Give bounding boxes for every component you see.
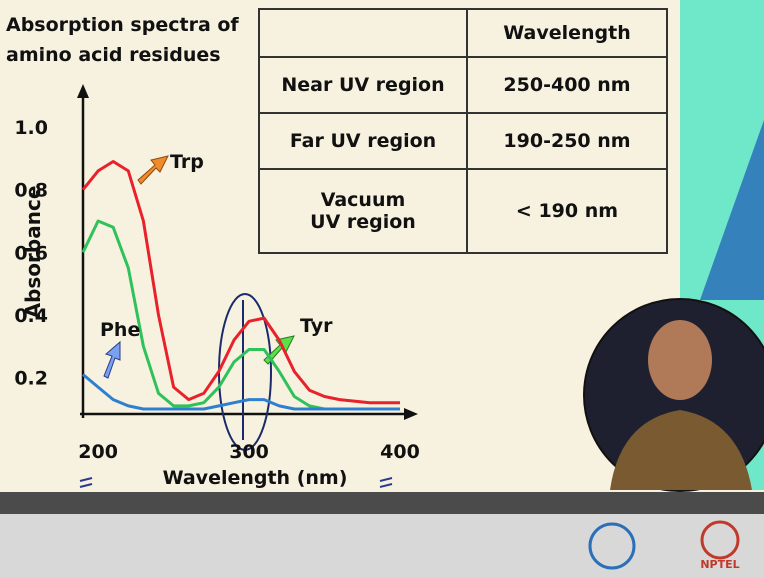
- x-tick-label: 200: [78, 441, 118, 463]
- series-label: Tyr: [300, 315, 333, 337]
- x-axis-title: Wavelength (nm): [163, 467, 348, 489]
- chart: Absorbance Wavelength (nm) NPTEL 0.20.40…: [0, 0, 764, 578]
- trp-arrow: [138, 156, 168, 184]
- line: [83, 221, 400, 409]
- axis-arrow: [404, 408, 418, 420]
- y-tick-label: 0.6: [14, 242, 48, 264]
- series-label: Phe: [100, 319, 140, 341]
- x-tick-label: 300: [229, 441, 269, 463]
- series-label: Trp: [170, 151, 204, 173]
- y-tick-label: 0.8: [14, 180, 48, 202]
- x-tick-label: 400: [380, 441, 420, 463]
- y-tick-label: 0.4: [14, 305, 48, 327]
- line: [83, 375, 400, 410]
- y-tick-label: 0.2: [14, 368, 48, 390]
- phe-arrow: [104, 342, 120, 378]
- logo-text: NPTEL: [700, 558, 739, 571]
- slide: {"chart_data": {"type": "line", "title":…: [0, 0, 764, 578]
- y-tick-label: 1.0: [14, 117, 48, 139]
- axis-arrow: [77, 84, 89, 98]
